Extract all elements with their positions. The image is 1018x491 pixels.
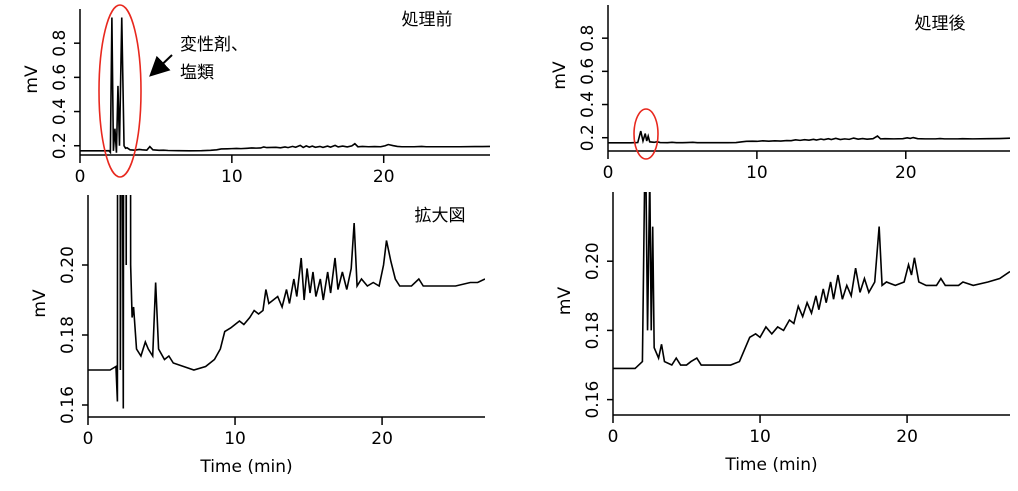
y-tick-label: 0.16	[583, 381, 603, 419]
x-tick-label: 20	[895, 163, 917, 183]
x-axis-label: Time (min)	[724, 455, 817, 475]
x-tick-label: 10	[221, 167, 243, 187]
y-tick-label: 0.18	[58, 316, 78, 354]
y-axis-label: mV	[30, 289, 50, 318]
y-tick-label: 0.2	[50, 132, 70, 159]
x-tick-label: 20	[896, 427, 918, 447]
y-tick-label: 0.18	[583, 311, 603, 349]
y-tick-label: 0.20	[583, 242, 603, 280]
trace	[613, 192, 1010, 370]
annotation: 変性剤、	[180, 35, 248, 55]
y-tick-label: 0.16	[58, 386, 78, 424]
panel-title: 拡大図	[415, 206, 466, 226]
trace	[80, 17, 490, 154]
panel-title: 処理後	[915, 14, 966, 34]
x-axis-label: Time (min)	[199, 457, 292, 477]
y-tick-label: 0.6	[578, 58, 598, 85]
y-axis-label: mV	[550, 61, 570, 90]
y-tick-label: 0.2	[578, 124, 598, 151]
x-tick-label: 0	[83, 429, 94, 449]
y-tick-label: 0.20	[58, 246, 78, 284]
y-tick-label: 0.4	[578, 91, 598, 118]
annotation: 塩類	[180, 63, 214, 83]
x-tick-label: 10	[749, 427, 771, 447]
y-tick-label: 0.6	[50, 64, 70, 91]
highlight-ellipse	[633, 108, 659, 160]
highlight-ellipse	[98, 4, 142, 178]
y-tick-label: 0.4	[50, 98, 70, 125]
annotation-arrow	[149, 54, 173, 77]
trace	[608, 130, 1010, 145]
y-tick-label: 0.8	[578, 25, 598, 52]
x-tick-label: 0	[608, 427, 619, 447]
x-tick-label: 20	[373, 167, 395, 187]
trace	[88, 195, 485, 409]
x-tick-label: 0	[75, 167, 86, 187]
y-axis-label: mV	[555, 287, 575, 316]
x-tick-label: 0	[603, 163, 614, 183]
x-tick-label: 10	[746, 163, 768, 183]
x-tick-label: 20	[371, 429, 393, 449]
panel-title: 処理前	[402, 10, 453, 30]
y-axis-label: mV	[22, 65, 42, 94]
x-tick-label: 10	[224, 429, 246, 449]
y-tick-label: 0.8	[50, 30, 70, 57]
